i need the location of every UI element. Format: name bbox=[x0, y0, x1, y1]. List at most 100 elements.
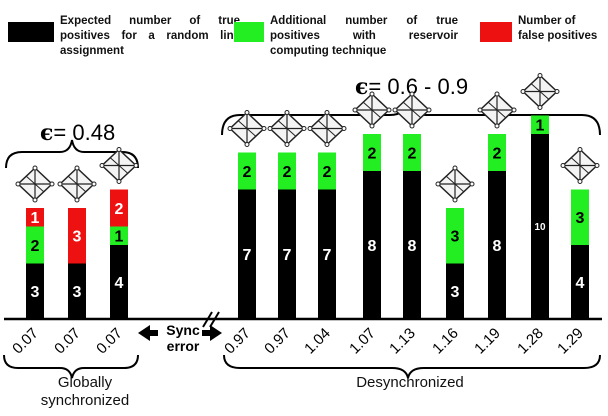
legend-label-expected: Expected number of true positives for a … bbox=[60, 15, 240, 57]
bar-segment bbox=[68, 263, 86, 319]
bar-segment bbox=[488, 134, 506, 171]
bar-value-label: 7 bbox=[283, 247, 292, 264]
network-diagram-icon bbox=[477, 91, 517, 129]
group-label-right: Desynchronized bbox=[356, 374, 464, 391]
bar-segment bbox=[238, 189, 256, 319]
bar-segment bbox=[363, 171, 381, 319]
sync-error-right-arrow-icon bbox=[202, 325, 222, 341]
bar-segment bbox=[363, 134, 381, 171]
x-tick-label: 1.19 bbox=[471, 325, 504, 358]
bar-value-label: 8 bbox=[408, 238, 417, 255]
legend-swatch-expected bbox=[8, 22, 54, 42]
network-diagram-icon bbox=[227, 110, 267, 147]
bar-value-label: 2 bbox=[408, 145, 417, 162]
bar-value-label: 3 bbox=[576, 210, 585, 227]
legend-swatch-additional bbox=[234, 22, 264, 42]
bars-layer: 3 2 1 0.07 3 3 0.07 4 1 2 0.07 7 2 0.97 7 2 0.97 7 2 1.04 8 2… bbox=[9, 73, 600, 358]
x-tick-label: 1.16 bbox=[429, 325, 462, 358]
legend-swatch-false bbox=[480, 22, 512, 42]
epsilon-label-right: ϵ= 0.6 - 0.9 bbox=[355, 74, 468, 100]
bar-value-label: 1 bbox=[536, 118, 545, 135]
network-diagram-icon bbox=[560, 147, 600, 184]
bar-value-label: 10 bbox=[534, 222, 546, 233]
epsilon-symbol: ϵ bbox=[40, 120, 54, 146]
bar-value-label: 2 bbox=[283, 164, 292, 181]
legend-label-additional: Additional number of true positives with… bbox=[270, 15, 458, 57]
bar-segment bbox=[446, 263, 464, 319]
x-tick-label: 1.07 bbox=[346, 325, 379, 358]
x-tick-label: 1.13 bbox=[386, 325, 419, 358]
bar-segment bbox=[278, 189, 296, 319]
x-tick-label: 0.97 bbox=[261, 325, 294, 358]
network-diagram-icon bbox=[15, 165, 55, 203]
bar-segment bbox=[446, 208, 464, 264]
network-diagram-icon bbox=[392, 91, 432, 129]
bar-value-label: 8 bbox=[368, 238, 377, 255]
x-tick-label: 0.07 bbox=[9, 325, 42, 358]
brace-bottom-right bbox=[223, 354, 601, 379]
bar-value-label: 3 bbox=[451, 284, 460, 301]
group-label-left-line1: Globally bbox=[57, 374, 113, 391]
network-diagram-icon bbox=[307, 110, 347, 147]
bar-value-label: 1 bbox=[115, 229, 124, 246]
bar-value-label: 2 bbox=[493, 145, 502, 162]
sync-error-line2: error bbox=[166, 338, 200, 354]
x-tick-label: 1.29 bbox=[554, 325, 587, 358]
bar-segment bbox=[110, 226, 128, 245]
x-tick-label: 1.28 bbox=[514, 325, 547, 358]
bar-segment bbox=[26, 263, 44, 319]
bar-segment bbox=[531, 134, 549, 319]
bar-segment bbox=[571, 245, 589, 319]
bar-value-label: 4 bbox=[576, 275, 585, 292]
sync-error-label: Sync error bbox=[158, 322, 208, 354]
bar-value-label: 2 bbox=[243, 164, 252, 181]
epsilon-value-left: = 0.48 bbox=[53, 120, 116, 145]
bar-segment bbox=[403, 134, 421, 171]
bar-value-label: 3 bbox=[73, 229, 82, 246]
x-tick-label: 0.07 bbox=[93, 325, 126, 358]
epsilon-symbol: ϵ bbox=[355, 74, 369, 100]
legend-label-false: Number of false positives bbox=[518, 15, 598, 42]
bar-value-label: 2 bbox=[323, 164, 332, 181]
bar-segment bbox=[68, 208, 86, 264]
group-label-left: Globally synchronized bbox=[20, 374, 150, 410]
sync-error-left-arrow-icon bbox=[138, 325, 158, 341]
brace-top-left bbox=[5, 139, 139, 169]
bar-segment bbox=[403, 171, 421, 319]
bar-value-label: 7 bbox=[243, 247, 252, 264]
bar-segment bbox=[571, 189, 589, 245]
epsilon-value-right: = 0.6 - 0.9 bbox=[368, 74, 469, 99]
bar-value-label: 4 bbox=[115, 275, 124, 292]
axis-break-icon bbox=[202, 311, 220, 328]
network-diagram-icon bbox=[352, 91, 392, 129]
bar-value-label: 3 bbox=[73, 284, 82, 301]
bar-value-label: 3 bbox=[451, 229, 460, 246]
bar-segment bbox=[110, 189, 128, 227]
bar-value-label: 2 bbox=[31, 238, 40, 255]
bar-value-label: 7 bbox=[323, 247, 332, 264]
bar-segment bbox=[318, 189, 336, 319]
x-tick-label: 1.04 bbox=[301, 325, 334, 358]
bar-segment bbox=[238, 152, 256, 190]
bar-value-label: 1 bbox=[31, 210, 40, 227]
network-diagram-icon bbox=[57, 165, 97, 203]
brace-bottom-left bbox=[3, 354, 139, 379]
sync-error-line1: Sync bbox=[166, 322, 200, 338]
bar-segment bbox=[278, 152, 296, 190]
x-tick-label: 0.07 bbox=[51, 325, 84, 358]
bar-value-label: 2 bbox=[115, 201, 124, 218]
bar-value-label: 8 bbox=[493, 238, 502, 255]
x-tick-label: 0.97 bbox=[221, 325, 254, 358]
network-diagram-icon bbox=[435, 165, 475, 203]
network-diagram-icon bbox=[520, 73, 560, 110]
bar-segment bbox=[488, 171, 506, 319]
bar-value-label: 3 bbox=[31, 284, 40, 301]
bar-value-label: 2 bbox=[368, 145, 377, 162]
network-diagram-icon bbox=[267, 110, 307, 147]
bar-segment bbox=[531, 115, 549, 134]
bar-segment bbox=[26, 208, 44, 227]
bar-segment bbox=[110, 245, 128, 319]
bar-segment bbox=[26, 226, 44, 264]
